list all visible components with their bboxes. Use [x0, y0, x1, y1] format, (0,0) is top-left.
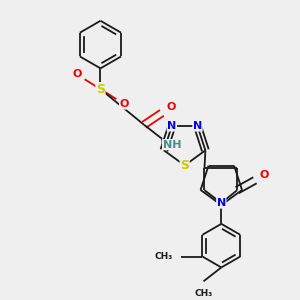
- Text: CH₃: CH₃: [194, 289, 213, 298]
- Text: O: O: [259, 170, 268, 180]
- Text: S: S: [180, 159, 189, 172]
- Text: NH: NH: [163, 140, 181, 150]
- Text: CH₃: CH₃: [154, 252, 173, 261]
- Text: N: N: [167, 121, 176, 131]
- Text: N: N: [217, 198, 226, 208]
- Text: O: O: [166, 102, 176, 112]
- Text: S: S: [96, 82, 105, 96]
- Text: O: O: [120, 99, 129, 109]
- Text: O: O: [72, 69, 81, 79]
- Text: N: N: [193, 121, 202, 131]
